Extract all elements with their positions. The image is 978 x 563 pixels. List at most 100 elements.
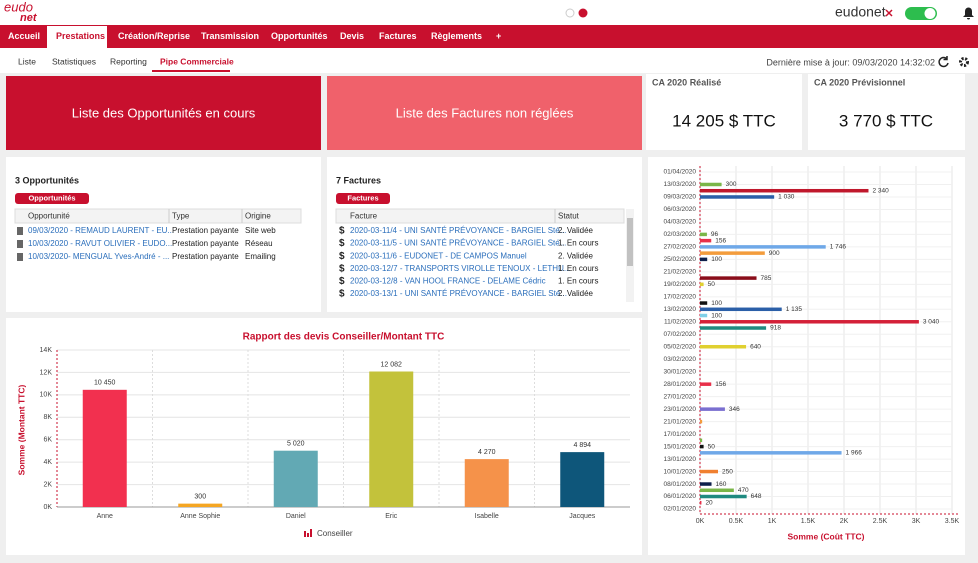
kpi-value: 14 205 $ TTC bbox=[672, 111, 776, 130]
value-label: 100 bbox=[711, 312, 722, 319]
scrollbar-thumb bbox=[627, 218, 633, 266]
bar bbox=[700, 257, 708, 262]
y-tick-label: 09/03/2020 bbox=[663, 194, 696, 201]
bar bbox=[700, 344, 747, 349]
cell[interactable]: 2020-03-13/1 - UNI SANTÉ PRÉVOYANCE - BA… bbox=[350, 289, 567, 298]
y-tick-label: 05/02/2020 bbox=[663, 343, 696, 350]
settings-icon[interactable] bbox=[959, 57, 969, 67]
row-icon bbox=[17, 227, 23, 235]
y-tick-label: 15/01/2020 bbox=[663, 443, 696, 450]
sub-nav-item[interactable]: Pipe Commerciale bbox=[160, 56, 234, 66]
sub-nav bbox=[0, 48, 978, 73]
panel-button-label[interactable]: Factures bbox=[347, 193, 378, 202]
bar bbox=[369, 371, 414, 507]
bar bbox=[700, 407, 725, 411]
refresh-icon[interactable] bbox=[938, 56, 949, 68]
bell-icon[interactable] bbox=[963, 7, 974, 20]
value-label: 2 340 bbox=[872, 187, 889, 194]
bar bbox=[700, 245, 826, 249]
value-label: 900 bbox=[769, 250, 780, 257]
bar bbox=[464, 459, 509, 507]
tile-label[interactable]: Liste des Opportunités en cours bbox=[72, 105, 256, 120]
x-tick-label: 0K bbox=[696, 518, 705, 525]
kpi-value: 3 770 $ TTC bbox=[839, 111, 933, 130]
bar bbox=[700, 307, 782, 312]
value-label: 346 bbox=[729, 406, 740, 413]
panel-button-label[interactable]: Opportunités bbox=[28, 193, 75, 202]
nav-item[interactable]: Création/Reprise bbox=[118, 31, 190, 41]
y-axis-label: Somme (Montant TTC) bbox=[16, 385, 26, 476]
value-label: 250 bbox=[722, 468, 733, 475]
cell: Emailing bbox=[245, 252, 276, 261]
cell[interactable]: 2020-03-11/5 - UNI SANTÉ PRÉVOYANCE - BA… bbox=[350, 239, 566, 248]
tile-label[interactable]: Liste des Factures non réglées bbox=[396, 105, 574, 120]
nav-item[interactable]: Règlements bbox=[431, 31, 482, 41]
nav-item[interactable]: Opportunités bbox=[271, 31, 328, 41]
sub-nav-item[interactable]: Reporting bbox=[110, 56, 147, 66]
y-tick-label: 13/01/2020 bbox=[663, 456, 696, 463]
panel bbox=[6, 157, 321, 312]
value-label: 96 bbox=[711, 231, 719, 238]
panel-button[interactable] bbox=[15, 193, 89, 204]
value-label: 50 bbox=[708, 281, 716, 288]
cell: Prestation payante bbox=[172, 239, 239, 248]
cell: 1. En cours bbox=[558, 239, 598, 248]
bar bbox=[700, 232, 707, 237]
nav-item[interactable]: + bbox=[496, 31, 501, 41]
cell[interactable]: 2020-03-12/8 - VAN HOOL FRANCE - DELAME … bbox=[350, 277, 546, 286]
y-tick-label: 28/01/2020 bbox=[663, 381, 696, 388]
nav-item[interactable]: Prestations bbox=[56, 31, 105, 41]
value-label: 160 bbox=[716, 481, 727, 488]
brand: eudonet bbox=[835, 4, 886, 20]
cell[interactable]: 2020-03-11/6 - EUDONET - DE CAMPOS Manue… bbox=[350, 251, 527, 260]
panel-title: 3 Opportunités bbox=[15, 175, 79, 185]
nav-active bbox=[47, 26, 107, 48]
x-tick-label: 1K bbox=[768, 518, 777, 525]
value-label: 3 040 bbox=[923, 318, 940, 325]
sub-nav-item[interactable]: Liste bbox=[18, 56, 36, 66]
bar bbox=[700, 419, 703, 424]
cell[interactable]: 10/03/2020- MENGUAL Yves-André - ... bbox=[28, 252, 169, 261]
nav-item[interactable]: Factures bbox=[379, 31, 417, 41]
x-tick-label: 2.5K bbox=[873, 518, 888, 525]
kpi-label: CA 2020 Prévisionnel bbox=[814, 77, 905, 87]
row-icon: $ bbox=[339, 276, 345, 287]
status-dot bbox=[578, 8, 588, 18]
logo: eudo bbox=[4, 0, 33, 14]
bar bbox=[700, 251, 765, 255]
cell: 2. Validée bbox=[558, 226, 594, 235]
row-icon bbox=[17, 253, 23, 261]
column-header: Facture bbox=[350, 212, 378, 221]
bar bbox=[178, 503, 223, 507]
kpi-label: CA 2020 Réalisé bbox=[652, 77, 721, 87]
table-header bbox=[335, 208, 625, 224]
y-tick-label: 11/02/2020 bbox=[664, 318, 696, 325]
cell[interactable]: 09/03/2020 - REMAUD LAURENT - EU... bbox=[28, 226, 174, 235]
cell[interactable]: 10/03/2020 - RAVUT OLIVIER - EUDO... bbox=[28, 239, 172, 248]
nav-item[interactable]: Accueil bbox=[8, 31, 40, 41]
cell[interactable]: 2020-03-12/7 - TRANSPORTS VIROLLE TENOUX… bbox=[350, 264, 571, 273]
cell: 1. En cours bbox=[558, 264, 598, 273]
tile[interactable] bbox=[327, 76, 642, 150]
panel-button[interactable] bbox=[336, 193, 390, 204]
bar bbox=[700, 282, 704, 287]
y-tick-label: 07/02/2020 bbox=[663, 331, 696, 338]
nav-item[interactable]: Transmission bbox=[201, 31, 259, 41]
bar bbox=[700, 195, 775, 199]
column-header: Statut bbox=[558, 212, 580, 221]
sub-nav-item[interactable]: Statistiques bbox=[52, 56, 96, 66]
nav-item[interactable]: Devis bbox=[340, 31, 364, 41]
cell: 2. Validée bbox=[558, 251, 594, 260]
row-icon bbox=[17, 240, 23, 248]
bar bbox=[700, 451, 842, 455]
y-tick-label: 01/04/2020 bbox=[663, 169, 696, 176]
cell[interactable]: 2020-03-11/4 - UNI SANTÉ PRÉVOYANCE - BA… bbox=[350, 226, 566, 235]
x-tick-label: Anne bbox=[97, 513, 113, 520]
y-tick-label: 08/01/2020 bbox=[663, 481, 696, 488]
y-tick-label: 30/01/2020 bbox=[663, 368, 696, 375]
panel bbox=[327, 157, 642, 312]
bar bbox=[273, 450, 318, 507]
y-tick-label: 06/03/2020 bbox=[663, 206, 696, 213]
tile[interactable] bbox=[6, 76, 321, 150]
y-tick-label: 4K bbox=[43, 459, 52, 466]
